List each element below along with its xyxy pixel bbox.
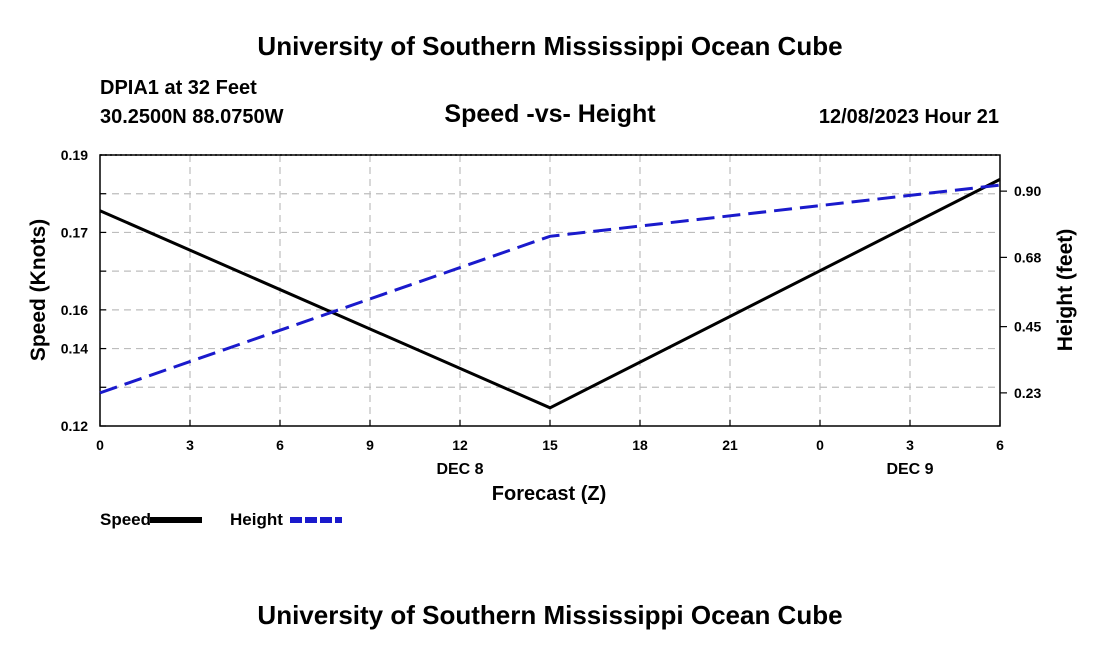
y2-tick-label: 0.45 — [1014, 319, 1041, 335]
chart-title: Speed -vs- Height — [444, 100, 656, 128]
series-layer — [99, 178, 1001, 410]
x-tick-label: 3 — [906, 437, 914, 453]
x-tick-label: 9 — [366, 437, 374, 453]
x-tick-label: 15 — [542, 437, 558, 453]
x-tick-label: 12 — [452, 437, 468, 453]
y2-axis-label: Height (feet) — [1054, 229, 1077, 352]
x-tick-label: 0 — [816, 437, 824, 453]
station-coords: 30.2500N 88.0750W — [100, 106, 284, 128]
x-tick-label: 6 — [996, 437, 1004, 453]
x-tick-label: 18 — [632, 437, 648, 453]
legend-label-speed: Speed — [100, 510, 151, 529]
x-axis-label: Forecast (Z) — [492, 483, 606, 505]
series-line-height — [99, 183, 1001, 395]
y2-tick-label: 0.68 — [1014, 249, 1041, 265]
legend-label-height: Height — [230, 510, 283, 529]
y-tick-label: 0.12 — [61, 418, 88, 434]
grid-layer — [100, 154, 1000, 426]
series-line-speed — [99, 178, 1001, 410]
station-name: DPIA1 at 32 Feet — [100, 77, 257, 99]
legend: Speed Height — [100, 510, 342, 529]
bottom-title: University of Southern Mississippi Ocean… — [257, 600, 843, 630]
x-tick-label: 6 — [276, 437, 284, 453]
y-axis-label: Speed (Knots) — [27, 219, 50, 361]
label-layer: 0 3 6 9 12 15 18 21 0 3 6 DEC 8 DEC 9 0.12 0.14 0.16 0.1… — [61, 147, 1042, 478]
x-tick-label: 3 — [186, 437, 194, 453]
x-tick-label: 0 — [96, 437, 104, 453]
y-tick-label: 0.14 — [61, 341, 88, 357]
y-tick-label: 0.16 — [61, 302, 88, 318]
date-label: DEC 9 — [886, 461, 933, 478]
forecast-timestamp: 12/08/2023 Hour 21 — [818, 106, 999, 128]
top-title: University of Southern Mississippi Ocean… — [257, 31, 843, 61]
y2-tick-label: 0.90 — [1014, 183, 1041, 199]
y-tick-label: 0.17 — [61, 224, 88, 240]
y-tick-label: 0.19 — [61, 147, 88, 163]
y2-tick-label: 0.23 — [1014, 385, 1041, 401]
date-label: DEC 8 — [436, 461, 483, 478]
x-tick-label: 21 — [722, 437, 738, 453]
tick-layer — [99, 154, 1007, 427]
